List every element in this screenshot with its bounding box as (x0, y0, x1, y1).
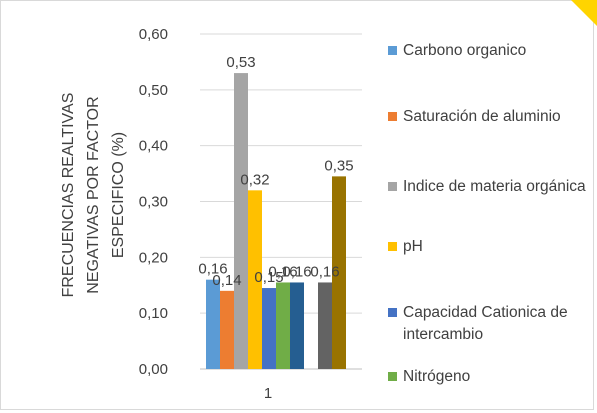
legend-swatch (388, 242, 397, 251)
legend-label: Carbono organico (403, 42, 527, 59)
bar-data-label: 0,14 (212, 272, 241, 289)
legend-label: Indice de materia orgánica (403, 178, 586, 195)
bar-data-label: 0,16 (268, 263, 297, 280)
legend-item: Carbono organico (388, 40, 593, 62)
corner-marker (571, 0, 597, 26)
legend-swatch (388, 182, 397, 191)
y-tick-label: 0,30 (139, 194, 168, 211)
y-tick-label: 0,50 (139, 82, 168, 99)
legend-label: Capacidad Cationica de intercambio (403, 304, 568, 343)
legend-item: pH (388, 236, 593, 258)
bar-ph (248, 190, 262, 369)
legend-item: Capacidad Cationica de intercambio (388, 302, 593, 346)
bar-data-label: 0,16 (282, 263, 311, 280)
bar-capacidad-cationica-de-intercambio (262, 288, 276, 369)
bar-data-label: 0,16 (310, 263, 339, 280)
bar-nitr-geno (276, 282, 290, 369)
x-tick-label: 1 (264, 385, 272, 402)
legend-label: pH (403, 238, 423, 255)
bar-series-7 (290, 282, 304, 369)
bar-indice-de-materia-org-nica (234, 73, 248, 369)
bar-data-label: 0,53 (226, 54, 255, 71)
bar-series-9 (318, 282, 332, 369)
legend-item: Nitrógeno (388, 366, 593, 388)
bar-carbono-organico (206, 279, 220, 369)
bar-series-10 (332, 176, 346, 369)
y-tick-label: 0,10 (139, 305, 168, 322)
legend-swatch (388, 372, 397, 381)
bar-data-label: 0,35 (324, 157, 353, 174)
y-tick-label: 0,60 (139, 26, 168, 43)
y-tick-label: 0,00 (139, 361, 168, 378)
bar-saturaci-n-de-aluminio (220, 290, 234, 369)
legend-swatch (388, 112, 397, 121)
legend-item: Indice de materia orgánica (388, 176, 593, 198)
bar-data-label: 0,32 (240, 171, 269, 188)
legend-swatch (388, 46, 397, 55)
y-tick-label: 0,20 (139, 249, 168, 266)
legend-label: Saturación de aluminio (403, 108, 561, 125)
y-tick-label: 0,40 (139, 138, 168, 155)
legend-item: Saturación de aluminio (388, 106, 593, 128)
legend-swatch (388, 308, 397, 317)
legend-label: Nitrógeno (403, 368, 471, 385)
y-axis-title: FRECUENCIAS REALTIVAS NEGATIVAS POR FACTO… (60, 93, 127, 298)
bar-data-label: 0,15 (254, 269, 283, 286)
bar-data-label: 0,16 (198, 261, 227, 278)
